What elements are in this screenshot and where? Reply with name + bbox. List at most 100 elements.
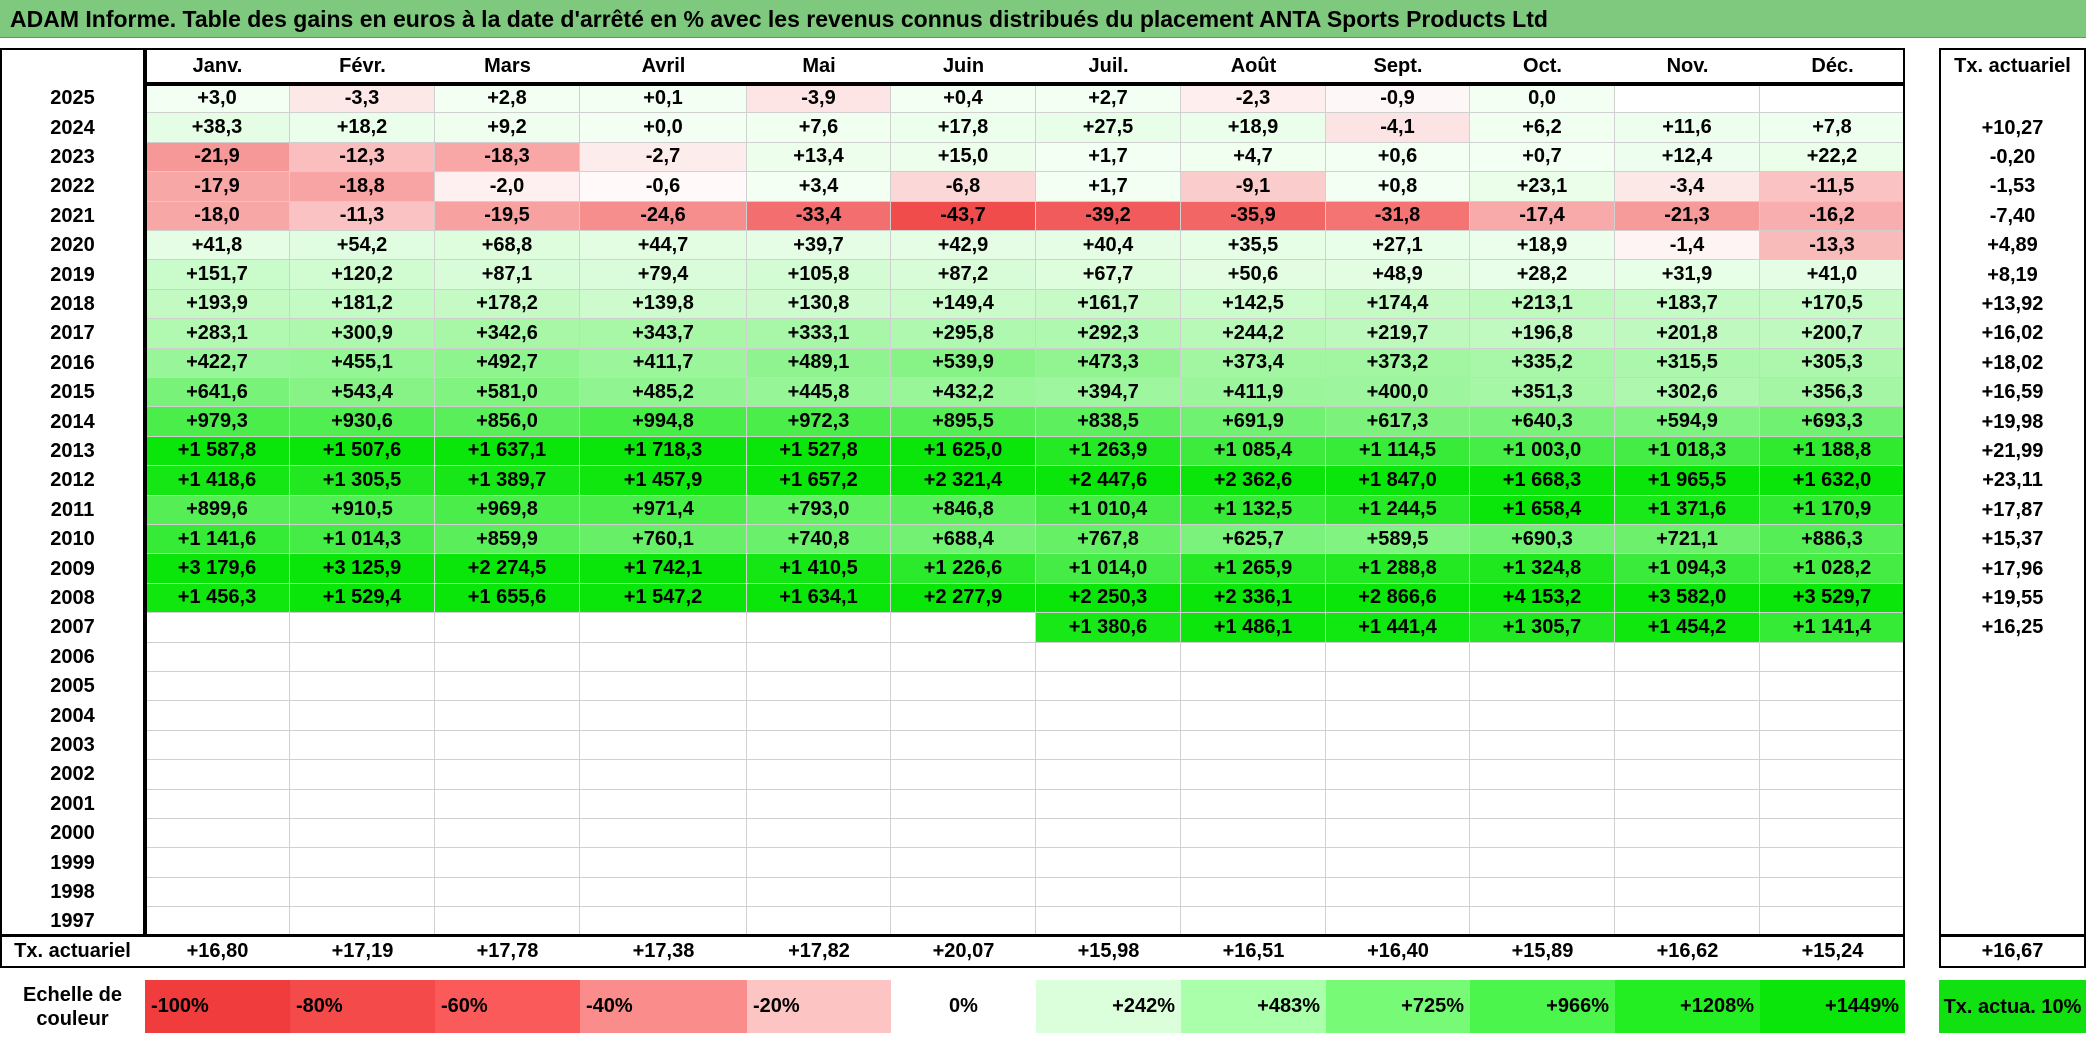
heatmap-cell: +17,8	[891, 113, 1036, 143]
year-label: 2016	[50, 351, 95, 374]
annual-rate-cell	[1939, 848, 2086, 877]
annual-rate-cell: +10,27	[1981, 116, 2044, 139]
heatmap-cell: +1 632,0	[1760, 466, 1905, 496]
heatmap-cell	[145, 730, 290, 761]
year-label: 2020	[50, 234, 95, 257]
heatmap-cell	[1326, 760, 1470, 790]
heatmap-cell: -21,9	[145, 142, 290, 173]
heatmap-cell	[435, 907, 580, 937]
annual-rate-cell	[1939, 701, 2086, 730]
heatmap-cell	[1470, 760, 1615, 790]
annual-rate-cell	[1939, 672, 2086, 701]
heatmap-cell	[1615, 819, 1760, 849]
heatmap-cell: +31,9	[1615, 260, 1760, 290]
heatmap-cell	[290, 760, 435, 790]
heatmap-cell: +139,8	[580, 289, 747, 320]
heatmap-cell: +1 457,9	[580, 466, 747, 496]
year-label: 2012	[50, 469, 95, 492]
year-label: 2007	[50, 616, 95, 639]
heatmap-cell	[1036, 760, 1181, 790]
heatmap-cell: +48,9	[1326, 260, 1470, 290]
heatmap-cell: +910,5	[290, 495, 435, 525]
annual-rate-cell	[1939, 731, 2086, 760]
month-header: Mai	[802, 54, 836, 77]
heatmap-cell: -2,7	[580, 142, 747, 173]
heatmap-cell: -24,6	[580, 201, 747, 231]
footer-rate-cell: +17,19	[331, 939, 394, 962]
legend-swatch: +242%	[1036, 980, 1181, 1033]
heatmap-cell: +625,7	[1181, 525, 1326, 555]
footer-rate-cell: +16,80	[186, 939, 249, 962]
heatmap-cell	[891, 701, 1036, 731]
heatmap-cell: +28,2	[1470, 260, 1615, 290]
heatmap-cell: +219,7	[1326, 319, 1470, 349]
heatmap-cell: +971,4	[580, 495, 747, 525]
heatmap-cell: +422,7	[145, 348, 290, 378]
page-title: ADAM Informe. Table des gains en euros à…	[0, 0, 2086, 38]
heatmap-cell: +3,4	[747, 172, 891, 202]
heatmap-cell: +170,5	[1760, 289, 1905, 320]
heatmap-cell: +18,2	[290, 113, 435, 143]
heatmap-cell: +400,0	[1326, 378, 1470, 408]
heatmap-cell	[1470, 789, 1615, 819]
heatmap-cell	[891, 819, 1036, 849]
heatmap-cell: +149,4	[891, 289, 1036, 320]
heatmap-cell: -2,0	[435, 172, 580, 202]
heatmap-cell: +1 094,3	[1615, 554, 1760, 584]
heatmap-cell: +3,0	[145, 84, 290, 114]
heatmap-cell	[1615, 877, 1760, 908]
heatmap-cell	[1760, 672, 1905, 702]
heatmap-cell: -1,4	[1615, 231, 1760, 261]
footer-rate-cell: +17,38	[632, 939, 695, 962]
heatmap-cell	[1470, 819, 1615, 849]
heatmap-cell: +1 965,5	[1615, 466, 1760, 496]
heatmap-cell	[435, 613, 580, 643]
heatmap-cell	[1326, 848, 1470, 878]
heatmap-cell	[290, 613, 435, 643]
heatmap-cell: +35,5	[1181, 231, 1326, 261]
heatmap-cell	[1181, 642, 1326, 672]
annual-rate-cell: +16,25	[1981, 616, 2044, 639]
heatmap-cell	[891, 877, 1036, 908]
heatmap-cell: +1 456,3	[145, 583, 290, 614]
footer-rate-cell: +15,89	[1511, 939, 1574, 962]
annual-rate-cell: +8,19	[1987, 263, 2038, 286]
month-header: Mars	[484, 54, 531, 77]
heatmap-cell	[1326, 701, 1470, 731]
heatmap-cell: +693,3	[1760, 407, 1905, 437]
heatmap-cell	[290, 642, 435, 672]
heatmap-cell: +1 288,8	[1326, 554, 1470, 584]
heatmap-cell: +1 028,2	[1760, 554, 1905, 584]
heatmap-cell: +640,3	[1470, 407, 1615, 437]
heatmap-cell: +1 529,4	[290, 583, 435, 614]
heatmap-cell: +196,8	[1470, 319, 1615, 349]
heatmap-cell: +315,5	[1615, 348, 1760, 378]
heatmap-cell: -18,3	[435, 142, 580, 173]
heatmap-cell: +1 657,2	[747, 466, 891, 496]
legend-swatch: +966%	[1470, 980, 1615, 1033]
heatmap-cell: +589,5	[1326, 525, 1470, 555]
footer-label: Tx. actuariel	[14, 939, 131, 962]
heatmap-cell: +2,7	[1036, 84, 1181, 114]
heatmap-cell: +174,4	[1326, 289, 1470, 320]
heatmap-cell	[290, 701, 435, 731]
heatmap-cell	[891, 760, 1036, 790]
heatmap-cell: +2 362,6	[1181, 466, 1326, 496]
heatmap-cell: +12,4	[1615, 142, 1760, 173]
heatmap-cell: +1 018,3	[1615, 436, 1760, 467]
heatmap-cell	[435, 760, 580, 790]
month-header: Sept.	[1373, 54, 1423, 77]
heatmap-cell	[580, 760, 747, 790]
heatmap-cell: +1 587,8	[145, 436, 290, 467]
heatmap-cell: +969,8	[435, 495, 580, 525]
year-label: 2019	[50, 263, 95, 286]
heatmap-cell: +1 014,0	[1036, 554, 1181, 584]
heatmap-cell: +2 277,9	[891, 583, 1036, 614]
annual-rate-cell: +19,98	[1981, 410, 2044, 433]
heatmap-cell	[747, 701, 891, 731]
heatmap-cell: +356,3	[1760, 378, 1905, 408]
year-label: 2005	[50, 675, 95, 698]
annual-header: Tx. actuariel	[1954, 54, 2071, 77]
month-header: Juil.	[1088, 54, 1129, 77]
heatmap-cell	[580, 642, 747, 672]
